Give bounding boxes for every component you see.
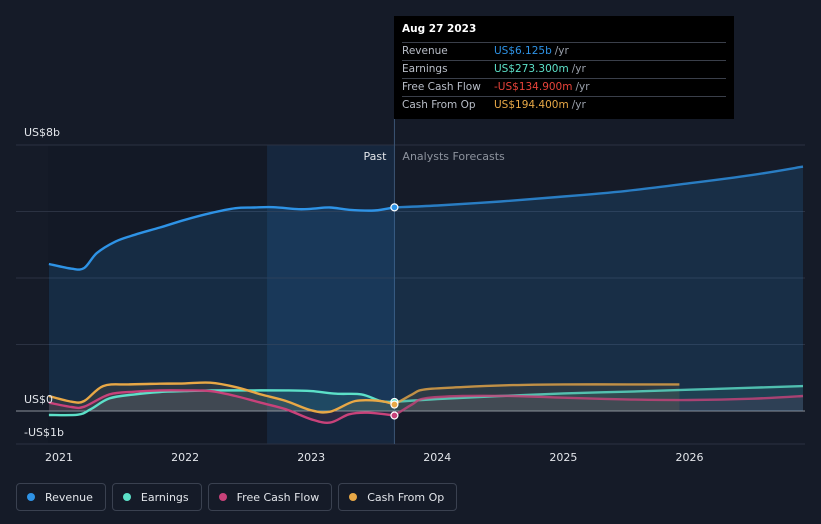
legend-label: Free Cash Flow (236, 490, 320, 504)
legend-label: Cash From Op (367, 490, 445, 504)
tooltip-row-free-cash-flow: Free Cash Flow -US$134.900m /yr (402, 78, 726, 96)
y-axis-top-label: US$8b (24, 126, 60, 139)
legend-item-earnings[interactable]: Earnings (111, 483, 202, 511)
free-cash-flow-marker (390, 411, 399, 420)
x-tick-label: 2026 (676, 451, 704, 464)
revenue-forecast-line (394, 165, 804, 209)
tooltip-label: Revenue (402, 45, 448, 57)
cash-from-op-marker (390, 400, 399, 409)
earnings-dot-icon (122, 493, 131, 501)
tooltip-row-revenue: Revenue US$6.125b /yr (402, 42, 726, 60)
past-label: Past (363, 150, 387, 163)
earnings-forecast-line (394, 384, 804, 404)
legend-item-cash-from-op[interactable]: Cash From Op (338, 483, 458, 511)
revenue-line (48, 205, 395, 271)
free-cash-flow-dot-icon (218, 493, 227, 501)
tooltip-unit: /yr (554, 45, 569, 57)
tooltip-unit: /yr (571, 63, 586, 75)
tooltip-date: Aug 27 2023 (402, 23, 477, 35)
tooltip-unit: /yr (575, 81, 590, 93)
free-cash-flow-area (48, 390, 803, 423)
legend-item-revenue[interactable]: Revenue (16, 483, 106, 511)
revenue-marker (390, 203, 399, 212)
x-tick-label: 2022 (171, 451, 199, 464)
cash-from-op-line (48, 381, 395, 414)
revenue-area (48, 166, 803, 411)
forecast-label: Analysts Forecasts (402, 150, 505, 163)
cash-from-op-forecast-line (393, 383, 680, 406)
revenue-dot-icon (27, 493, 35, 501)
x-tick-label: 2025 (549, 451, 577, 464)
legend-label: Revenue (45, 490, 93, 504)
x-tick-label: 2024 (423, 451, 451, 464)
legend-item-free-cash-flow[interactable]: Free Cash Flow (207, 483, 333, 511)
tooltip-value: -US$134.900m (494, 81, 573, 93)
free-cash-flow-line (48, 389, 395, 425)
y-axis-zero-label: US$0 (24, 393, 53, 406)
tooltip-row-cash-from-op: Cash From Op US$194.400m /yr (402, 96, 726, 114)
tooltip-label: Earnings (402, 63, 448, 75)
y-axis-bottom-label: -US$1b (24, 426, 64, 439)
tooltip-value: US$194.400m (494, 99, 569, 111)
x-tick-label: 2023 (297, 451, 325, 464)
tooltip-label: Free Cash Flow (402, 81, 481, 93)
tooltip-value: US$6.125b (494, 45, 552, 57)
tooltip-unit: /yr (571, 99, 586, 111)
tooltip-row-earnings: Earnings US$273.300m /yr (402, 60, 726, 78)
legend-label: Earnings (140, 490, 189, 504)
tooltip-value: US$273.300m (494, 63, 569, 75)
cash-from-op-dot-icon (349, 493, 358, 501)
legend: Revenue Earnings Free Cash Flow Cash Fro… (16, 483, 458, 511)
hover-tooltip: Aug 27 2023 Revenue US$6.125b /yr Earnin… (394, 16, 734, 119)
tooltip-label: Cash From Op (402, 99, 476, 111)
free-cash-flow-forecast-line (393, 394, 804, 417)
x-tick-label: 2021 (45, 451, 73, 464)
